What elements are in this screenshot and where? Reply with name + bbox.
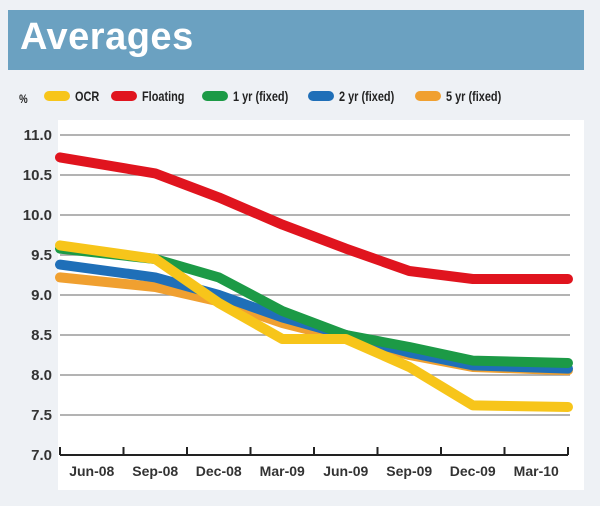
legend-item-5yr: 5 yr (fixed): [415, 88, 517, 104]
y-tick-label: 9.0: [31, 287, 52, 304]
legend-swatch-ocr: [44, 91, 70, 101]
legend-label-ocr: OCR: [75, 88, 100, 104]
legend-label-floating: Floating: [142, 88, 185, 104]
x-tick-label: Sep-09: [386, 463, 432, 479]
legend-label-1yr: 1 yr (fixed): [232, 88, 288, 104]
y-axis-ticks: 11.0 10.5 10.0 9.5 9.0 8.5 8.0 7.5 7.0: [23, 127, 52, 464]
series-line-ocr: [55, 240, 573, 412]
legend-item-1yr: 1 yr (fixed): [201, 88, 304, 104]
series-line-floating: [55, 152, 573, 284]
x-tick-label: Mar-10: [514, 463, 559, 479]
x-tick-label: Sep-08: [132, 463, 178, 479]
y-tick-label: 7.0: [31, 447, 52, 464]
legend-swatch-floating: [111, 91, 138, 101]
legend: OCR Floating 1 yr (fixed) 2 yr (fixed) 5…: [44, 88, 522, 104]
x-tick-label: Jun-08: [69, 463, 114, 479]
y-tick-label: 10.5: [23, 167, 52, 184]
plot-background: [58, 120, 584, 490]
x-tick-label: Jun-09: [323, 463, 368, 479]
y-tick-label: 10.0: [23, 207, 52, 224]
x-axis: Jun-08 Sep-08 Dec-08 Mar-09 Jun-09 Sep-09 Dec-…: [59, 447, 569, 479]
legend-label-2yr: 2 yr (fixed): [339, 88, 395, 104]
legend-item-floating: Floating: [111, 88, 196, 104]
y-tick-label: 9.5: [31, 247, 52, 264]
y-tick-label: 11.0: [24, 127, 52, 144]
series-lines: [55, 152, 573, 412]
legend-item-2yr: 2 yr (fixed): [308, 88, 410, 104]
legend-swatch-1yr: [201, 91, 228, 101]
x-tick-label: Dec-08: [196, 463, 242, 479]
title-banner: Averages: [8, 10, 584, 70]
y-tick-label: 7.5: [31, 407, 52, 424]
legend-swatch-5yr: [415, 91, 442, 101]
legend-swatch-2yr: [308, 91, 335, 101]
y-tick-label: 8.0: [31, 367, 52, 384]
y-tick-label: 8.5: [31, 327, 52, 344]
x-tick-label: Mar-09: [260, 463, 305, 479]
x-tick-label: Dec-09: [450, 463, 496, 479]
legend-label-5yr: 5 yr (fixed): [446, 88, 502, 104]
legend-item-ocr: OCR: [44, 88, 106, 104]
chart-title: Averages: [20, 16, 194, 58]
y-axis-unit: %: [19, 92, 28, 106]
